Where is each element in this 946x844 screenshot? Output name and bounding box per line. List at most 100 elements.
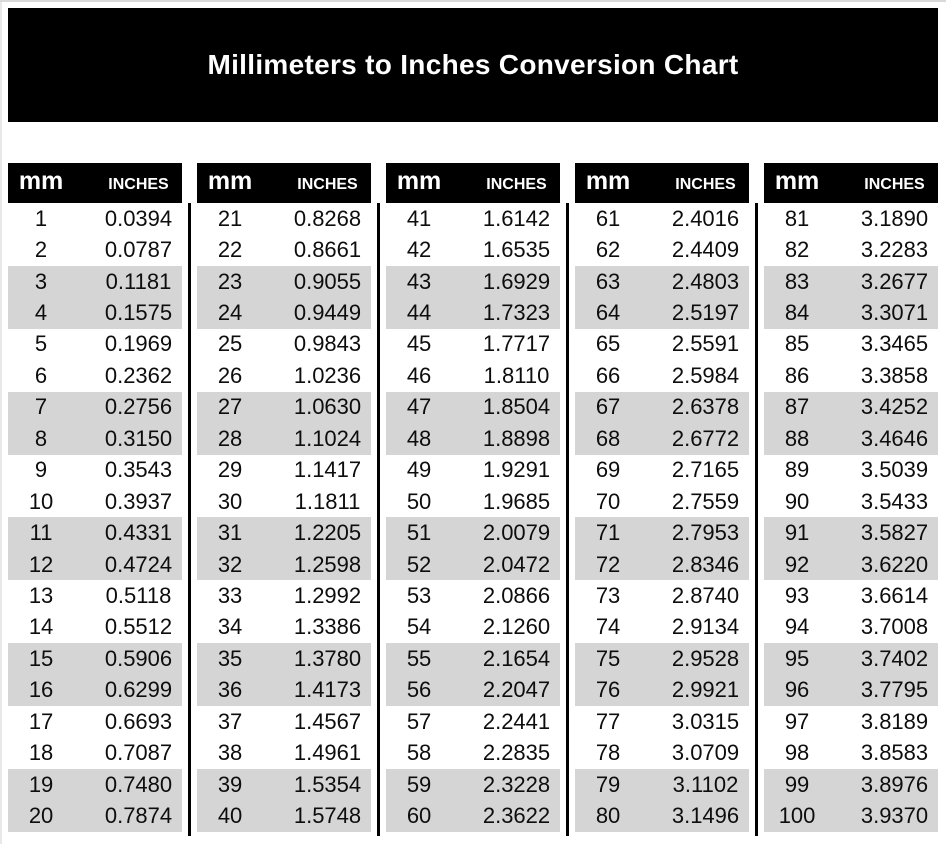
inches-value: 1.7717 [482, 331, 551, 357]
inches-value: 0.7874 [104, 803, 173, 829]
inches-value: 0.9449 [293, 300, 362, 326]
table-row: 76 2.9921 [575, 674, 749, 706]
inches-value: 2.6378 [671, 394, 740, 420]
table-divider [377, 203, 380, 836]
inches-value: 1.3386 [293, 614, 362, 640]
table-row: 57 2.2441 [386, 706, 560, 737]
mm-value: 67 [595, 394, 621, 420]
table-row: 83 3.2677 [764, 265, 938, 298]
mm-value: 49 [406, 457, 432, 483]
column-header-mm: mm [774, 167, 820, 195]
mm-value: 73 [595, 582, 621, 608]
table-row: 74 2.9134 [575, 612, 749, 643]
mm-value: 9 [34, 457, 48, 483]
mm-value: 47 [406, 394, 432, 420]
mm-value: 26 [217, 362, 243, 388]
mm-value: 55 [406, 645, 432, 671]
inches-value: 1.9291 [482, 457, 551, 483]
mm-value: 38 [217, 740, 243, 766]
table-row: 75 2.9528 [575, 643, 749, 675]
table-row: 31 1.2205 [197, 517, 371, 549]
inches-value: 3.3465 [860, 331, 929, 357]
table-row: 84 3.3071 [764, 297, 938, 329]
mm-value: 34 [217, 614, 243, 640]
inches-value: 3.5827 [860, 520, 929, 546]
mm-value: 98 [784, 740, 810, 766]
column-header-mm: mm [396, 167, 442, 195]
conversion-table-1: mm Inches 1 0.0394 2 0.0787 3 0.1181 4 0.1575 5 0.1… [8, 163, 182, 832]
table-row: 85 3.3465 [764, 329, 938, 360]
inches-value: 1.6535 [482, 237, 551, 263]
table-row: 13 0.5118 [8, 580, 182, 611]
table-row: 100 3.9370 [764, 800, 938, 832]
inches-value: 3.4646 [860, 425, 929, 451]
mm-value: 11 [29, 520, 53, 546]
table-row: 69 2.7165 [575, 455, 749, 486]
mm-value: 93 [784, 582, 810, 608]
table-row: 36 1.4173 [197, 674, 371, 706]
mm-value: 41 [406, 205, 432, 231]
inches-value: 0.6299 [104, 677, 173, 703]
inches-value: 1.8110 [483, 362, 550, 388]
column-header-inches: Inches [864, 168, 925, 194]
mm-value: 22 [217, 237, 243, 263]
inches-value: 0.5512 [104, 614, 173, 640]
inches-value: 3.1890 [860, 205, 929, 231]
mm-value: 36 [217, 677, 243, 703]
inches-value: 1.0236 [293, 362, 362, 388]
mm-value: 37 [217, 708, 243, 734]
mm-value: 10 [28, 488, 54, 514]
mm-value: 28 [217, 425, 243, 451]
mm-value: 82 [784, 237, 810, 263]
inches-value: 1.1811 [294, 488, 361, 514]
table-row: 19 0.7480 [8, 768, 182, 801]
mm-value: 32 [217, 551, 243, 577]
table-row: 71 2.7953 [575, 517, 749, 549]
column-header-mm: mm [207, 167, 253, 195]
mm-value: 54 [406, 614, 432, 640]
inches-value: 3.0315 [671, 708, 740, 734]
table-divider [188, 203, 191, 836]
inches-value: 2.7953 [671, 520, 740, 546]
mm-value: 7 [34, 394, 48, 420]
mm-value: 99 [784, 771, 810, 797]
inches-value: 2.8740 [671, 582, 740, 608]
mm-value: 64 [595, 300, 621, 326]
mm-value: 70 [595, 488, 621, 514]
inches-value: 1.8898 [482, 425, 551, 451]
mm-value: 48 [406, 425, 432, 451]
conversion-table-4: mm Inches 61 2.4016 62 2.4409 63 2.4803 64 2.5197… [575, 163, 749, 832]
inches-value: 1.6929 [482, 268, 551, 294]
table-row: 87 3.4252 [764, 391, 938, 424]
mm-value: 88 [784, 425, 810, 451]
mm-value: 65 [595, 331, 621, 357]
table-row: 27 1.0630 [197, 391, 371, 424]
inches-value: 2.7559 [671, 488, 740, 514]
table-row: 45 1.7717 [386, 329, 560, 360]
mm-value: 20 [28, 803, 54, 829]
table-row: 52 2.0472 [386, 548, 560, 581]
mm-value: 53 [406, 582, 432, 608]
mm-value: 87 [784, 394, 810, 420]
mm-value: 66 [595, 362, 621, 388]
inches-value: 1.0630 [293, 394, 362, 420]
inches-value: 0.1181 [105, 268, 172, 294]
table-header: mm Inches [764, 163, 938, 203]
table-row: 78 3.0709 [575, 737, 749, 768]
title-bar: Millimeters to Inches Conversion Chart [8, 8, 938, 122]
mm-value: 5 [34, 331, 48, 357]
mm-value: 60 [406, 803, 432, 829]
inches-value: 2.5984 [671, 362, 740, 388]
table-divider [755, 203, 758, 836]
table-row: 28 1.1024 [197, 423, 371, 455]
mm-value: 16 [28, 677, 54, 703]
mm-value: 62 [595, 237, 621, 263]
inches-value: 0.1575 [104, 300, 173, 326]
table-row: 10 0.3937 [8, 486, 182, 517]
table-row: 33 1.2992 [197, 580, 371, 611]
mm-value: 27 [217, 394, 243, 420]
mm-value: 44 [406, 300, 432, 326]
inches-value: 3.1102 [672, 771, 739, 797]
inches-value: 3.5433 [860, 488, 929, 514]
